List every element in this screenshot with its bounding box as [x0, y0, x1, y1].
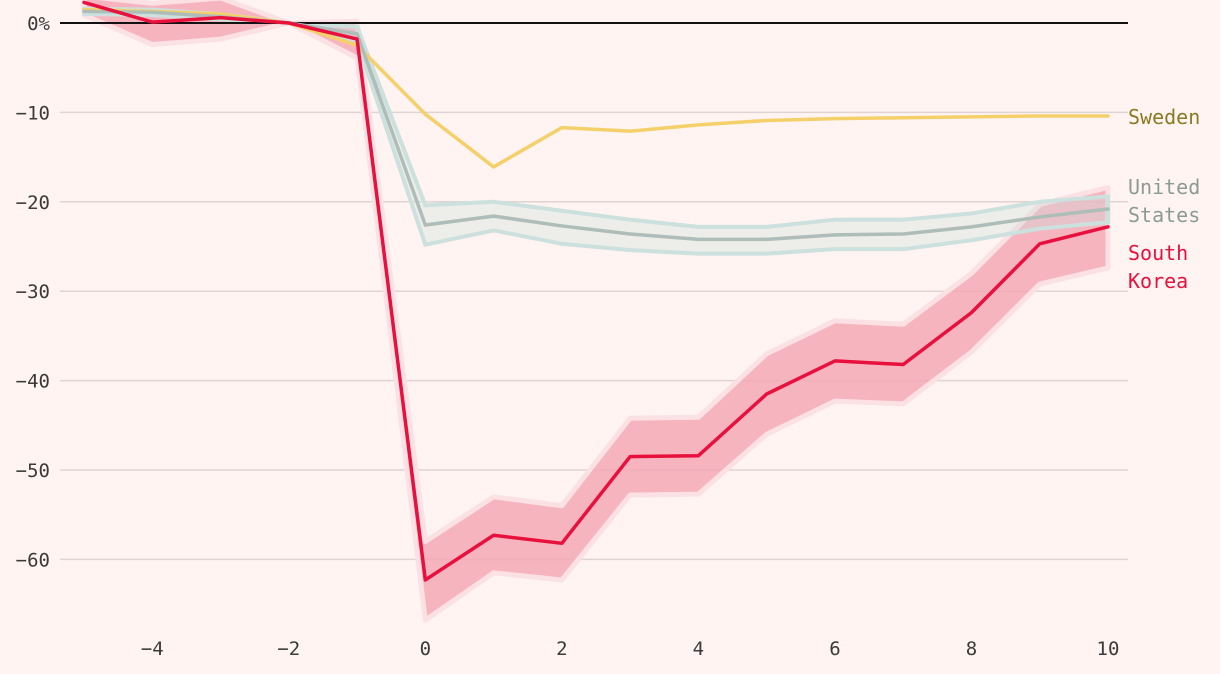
x-axis-ticks: −4 −2 0 2 4 6 8 10 — [141, 638, 1120, 660]
y-tick-label: −50 — [16, 460, 50, 482]
x-tick-label: 2 — [556, 638, 567, 660]
x-tick-label: 0 — [420, 638, 431, 660]
series-labels: Sweden United States South Korea — [1128, 105, 1200, 293]
united-states-label: United States — [1128, 175, 1200, 227]
south-korea-label: South Korea — [1128, 241, 1188, 293]
y-tick-label: −30 — [16, 281, 50, 303]
y-tick-label: −60 — [16, 549, 50, 571]
united-states-confidence-band — [82, 6, 1110, 256]
y-axis-ticks: 0% −10 −20 −30 −40 −50 −60 — [16, 13, 51, 571]
united-states-line — [82, 9, 1110, 242]
x-tick-label: −4 — [141, 638, 164, 660]
south-korea-line — [82, 0, 1110, 582]
y-tick-label: 0% — [27, 13, 50, 35]
y-tick-label: −40 — [16, 371, 50, 393]
x-tick-label: 6 — [829, 638, 840, 660]
y-tick-label: −10 — [16, 102, 50, 124]
united-states-label-line: States — [1128, 203, 1200, 227]
x-tick-label: 8 — [966, 638, 977, 660]
united-states-label-line: United — [1128, 175, 1200, 199]
y-tick-label: −20 — [16, 192, 50, 214]
sweden-label-line: Sweden — [1128, 105, 1200, 129]
south-korea-label-line: South — [1128, 241, 1188, 265]
south-korea-confidence-band — [81, 0, 1111, 623]
x-tick-label: −2 — [277, 638, 300, 660]
south-korea-label-line: Korea — [1128, 269, 1188, 293]
sweden-label: Sweden — [1128, 105, 1200, 129]
x-tick-label: 10 — [1097, 638, 1120, 660]
x-tick-label: 4 — [693, 638, 704, 660]
confidence-bands — [81, 0, 1111, 623]
series-lines — [60, 0, 1128, 582]
